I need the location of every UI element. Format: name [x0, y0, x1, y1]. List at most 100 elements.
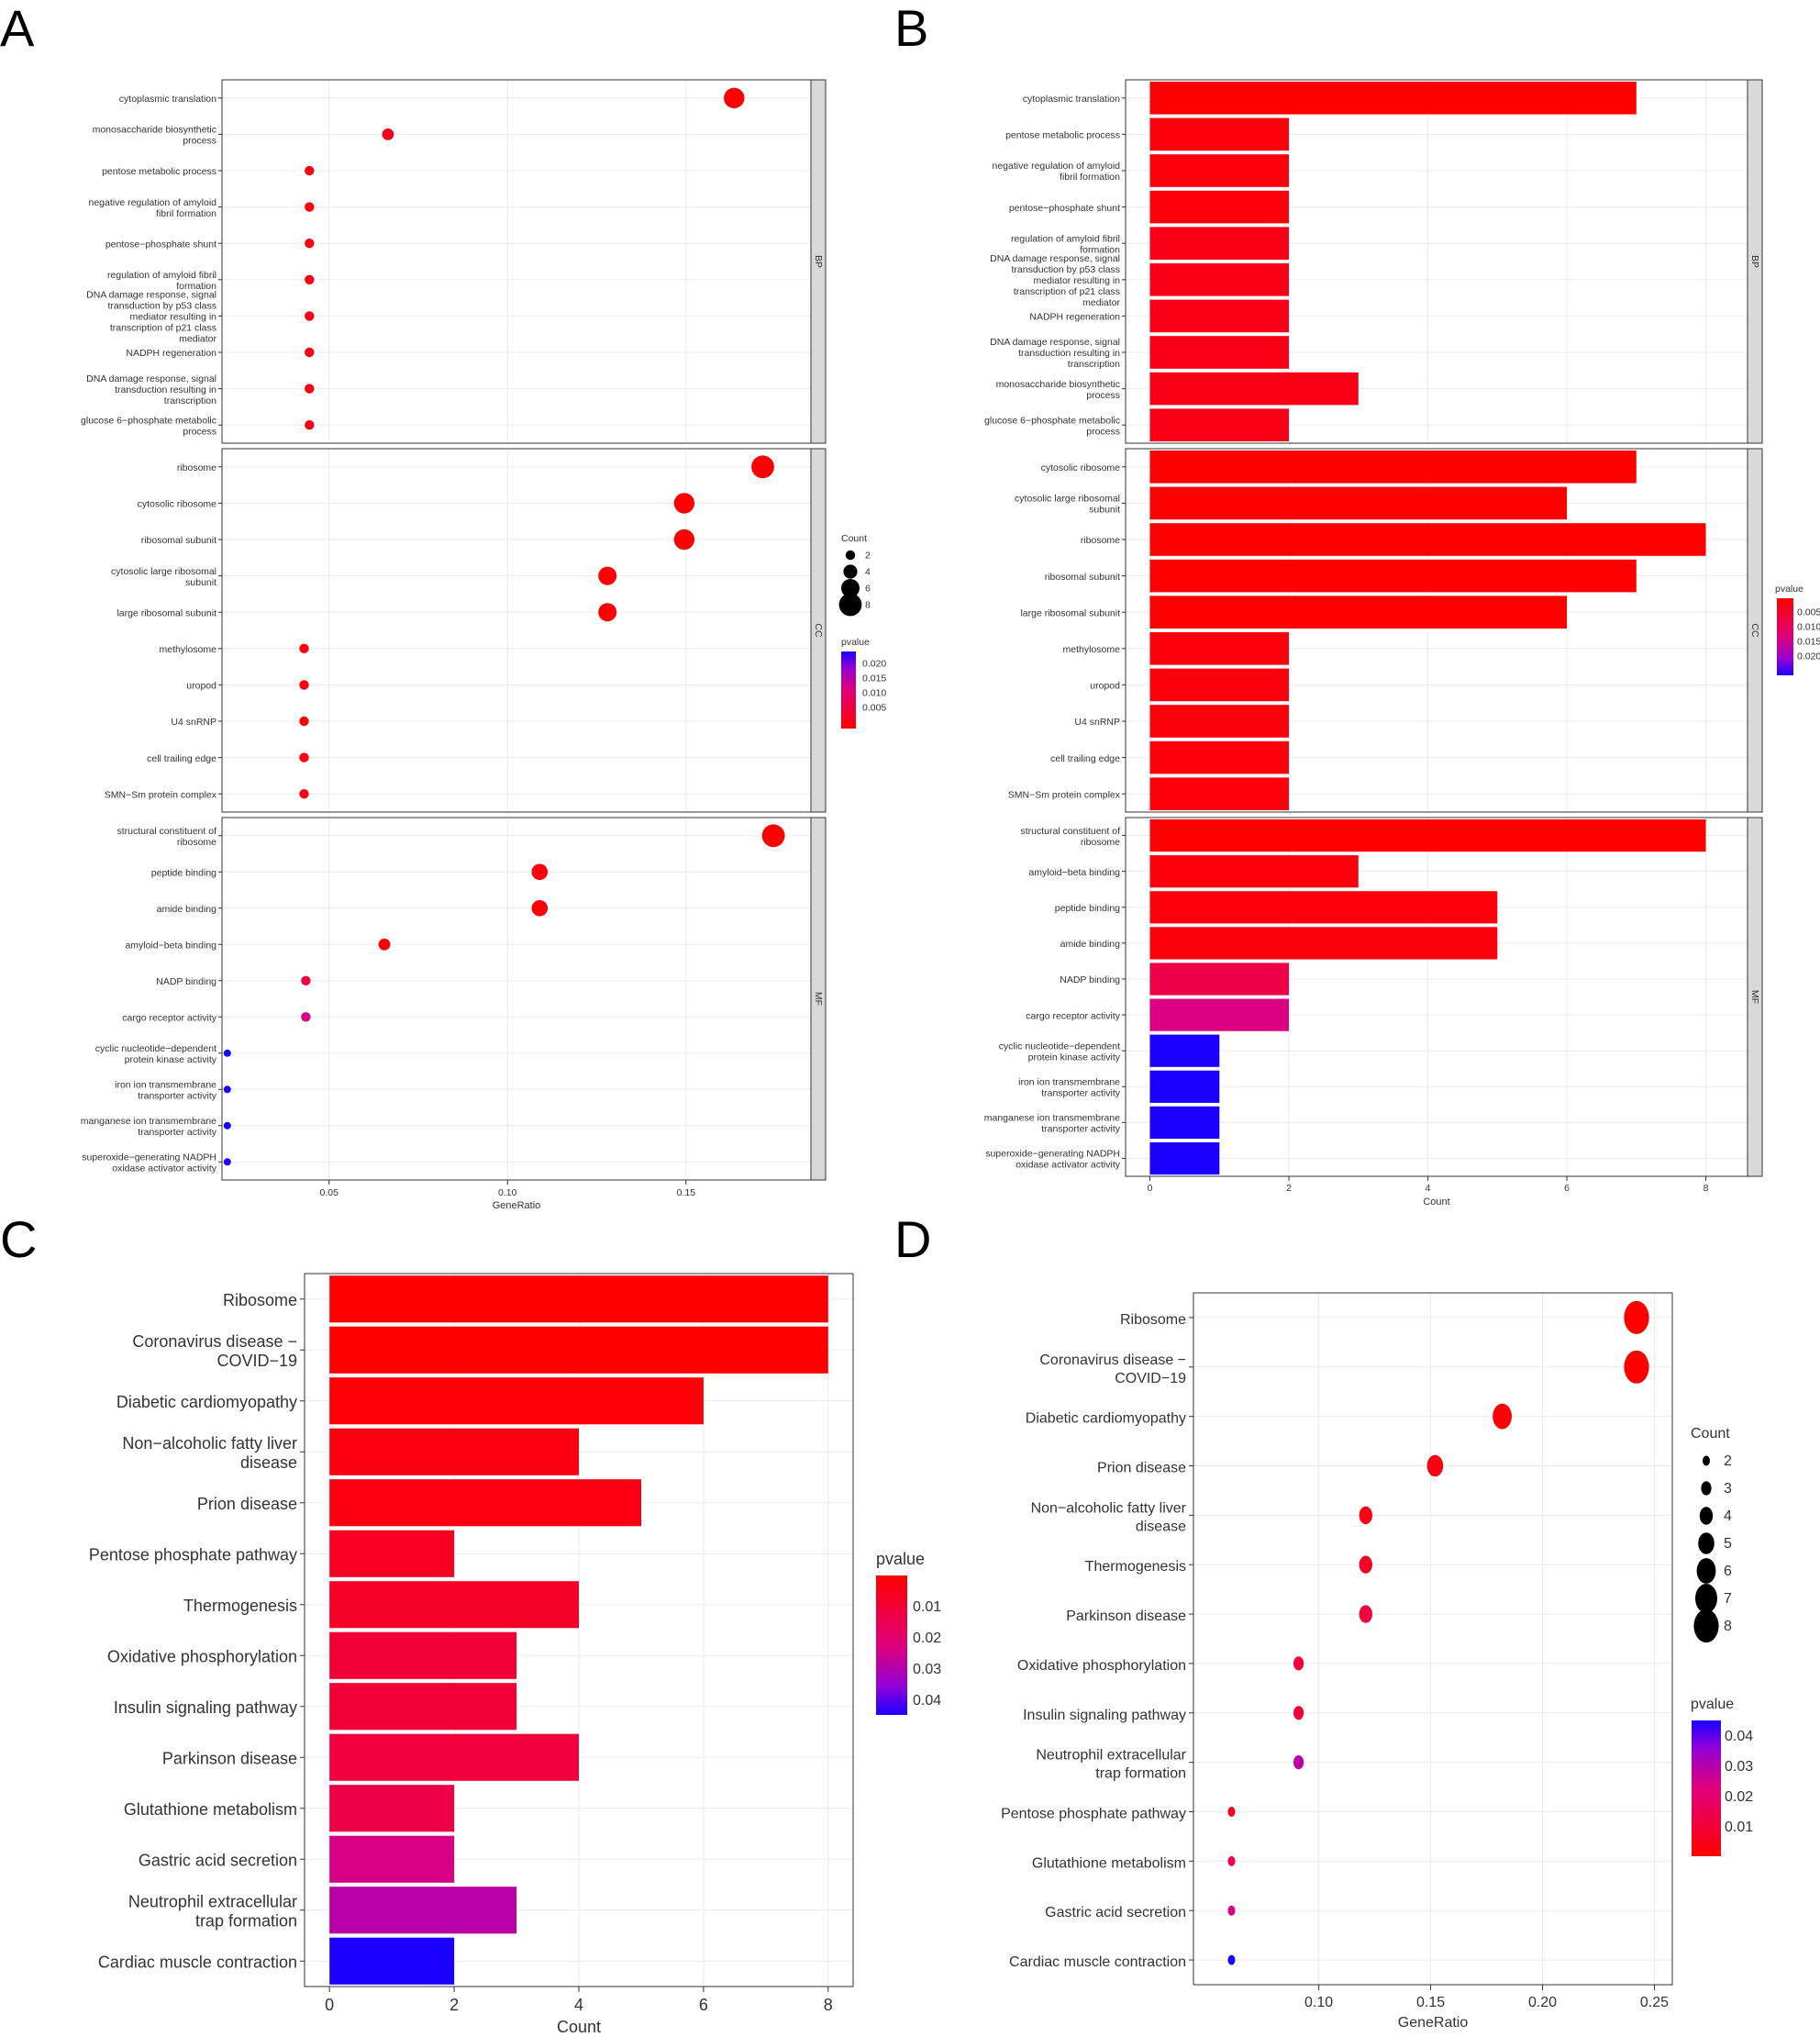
bar: [1149, 855, 1359, 888]
bar: [1149, 1034, 1220, 1067]
legend-title-pvalue: pvalue: [876, 1550, 925, 1568]
facet-strip-label-bp: BP: [1749, 255, 1760, 268]
data-point: [1493, 1403, 1512, 1430]
legend-size-key: [845, 550, 856, 561]
y-tick-label: Glutathione metabolism: [1032, 1855, 1186, 1871]
y-tick-label: ribosomal subunit: [141, 535, 216, 546]
panel-background: [1193, 1293, 1672, 1985]
y-tick-label: Cardiac muscle contraction: [1009, 1954, 1186, 1970]
bar: [1149, 486, 1567, 520]
bar: [1149, 891, 1498, 924]
bar: [1149, 263, 1289, 296]
data-point: [598, 603, 617, 622]
y-tick-label: Non−alcoholic fatty liver disease: [1031, 1500, 1187, 1534]
y-tick-label: SMN−Sm protein complex: [105, 789, 217, 800]
bar: [1149, 82, 1637, 115]
y-tick-label: Pentose phosphate pathway: [89, 1546, 297, 1564]
legend-colorbar: [876, 1575, 907, 1715]
y-tick-label: amide binding: [157, 904, 217, 915]
panel-border: [221, 79, 812, 444]
panel-border: [221, 448, 812, 813]
data-point: [531, 863, 549, 881]
y-tick-label: cytosolic large ribosomal subunit: [111, 566, 216, 588]
y-tick-label: pentose metabolic process: [102, 166, 216, 177]
x-tick-label: 0.20: [1528, 1995, 1557, 2010]
y-tick-label: structural constituent of ribosome: [1020, 826, 1120, 848]
data-point: [761, 824, 785, 848]
y-tick-label: large ribosomal subunit: [117, 607, 216, 618]
legend-color-label: 0.015: [1797, 637, 1820, 648]
legend-color-label: 0.010: [1797, 622, 1820, 633]
legend-color-label: 0.005: [862, 703, 886, 714]
y-tick-label: Thermogenesis: [183, 1597, 297, 1615]
x-axis-title: GeneRatio: [493, 1200, 541, 1211]
panel-letter-c: C: [0, 1210, 37, 1268]
y-tick-label: SMN−Sm protein complex: [1008, 789, 1121, 800]
y-tick-label: ribosome: [177, 462, 216, 473]
y-tick-label: NADP binding: [1060, 974, 1120, 985]
data-point: [1624, 1300, 1649, 1334]
bar: [329, 1887, 517, 1934]
y-tick-label: peptide binding: [151, 868, 216, 879]
y-tick-label: cytoplasmic translation: [1023, 94, 1120, 105]
y-tick-label: methylosome: [1063, 644, 1121, 655]
data-point: [305, 347, 315, 358]
x-tick-label: 0.05: [320, 1187, 339, 1198]
bar: [1149, 963, 1289, 996]
legend-size-label: 2: [1724, 1453, 1732, 1469]
y-tick-label: structural constituent of ribosome: [117, 826, 216, 848]
data-point: [223, 1049, 231, 1057]
panel-a-dotplot: BP cytoplasmic translation monosaccharide …: [81, 79, 886, 1211]
data-point: [673, 529, 695, 551]
data-point: [1359, 1605, 1373, 1623]
bar: [1149, 998, 1289, 1031]
data-point: [724, 87, 745, 109]
bar: [1149, 668, 1289, 702]
x-tick-label: 8: [824, 1996, 833, 2014]
y-tick-label: cargo receptor activity: [1026, 1010, 1120, 1021]
y-tick-label: Thermogenesis: [1085, 1559, 1186, 1575]
legend-colorbar: [1692, 1720, 1721, 1856]
y-tick-label: cytosolic large ribosomal subunit: [1015, 494, 1120, 516]
panel-letter-d: D: [894, 1210, 931, 1268]
legend-size-label: 4: [1724, 1508, 1732, 1524]
legend-color-label: 0.03: [1725, 1759, 1753, 1775]
y-tick-label: cytosolic ribosome: [138, 499, 217, 510]
data-point: [301, 1012, 311, 1022]
legend-size-label: 5: [1724, 1536, 1732, 1552]
bar: [1149, 559, 1637, 593]
y-tick-label: Pentose phosphate pathway: [1001, 1807, 1186, 1822]
bar: [1149, 777, 1289, 810]
legend-title-count: Count: [841, 533, 867, 544]
legend-size-key: [1696, 1558, 1716, 1584]
y-tick-label: peptide binding: [1055, 903, 1120, 914]
y-tick-label: Coronavirus disease − COVID−19: [1039, 1352, 1186, 1386]
bar: [329, 1581, 579, 1629]
panel-border: [1193, 1292, 1673, 1986]
data-point: [305, 311, 315, 321]
y-tick-label: negative regulation of amyloid fibril for…: [88, 197, 216, 219]
bar: [329, 1683, 517, 1731]
y-tick-label: Prion disease: [197, 1495, 297, 1513]
data-point: [299, 680, 309, 690]
y-tick-label: Coronavirus disease − COVID−19: [132, 1332, 297, 1370]
y-tick-label: Cardiac muscle contraction: [98, 1954, 297, 1972]
panel-d-dotplot: Ribosome Coronavirus disease − COVID−19 Dia…: [1001, 1292, 1753, 2031]
x-tick-label: 2: [1286, 1183, 1292, 1194]
y-tick-label: U4 snRNP: [1074, 717, 1120, 728]
y-tick-label: ribosomal subunit: [1045, 572, 1120, 583]
data-point: [299, 716, 309, 727]
bar: [329, 1428, 579, 1475]
bar: [1149, 299, 1289, 333]
y-tick-label: monosaccharide biosynthetic process: [93, 125, 216, 147]
data-point: [223, 1085, 231, 1094]
x-tick-label: 6: [1564, 1183, 1570, 1194]
legend-color-label: 0.01: [913, 1599, 941, 1615]
legend-color-label: 0.02: [1725, 1789, 1753, 1805]
y-tick-label: NADP binding: [156, 976, 216, 987]
legend-color-label: 0.03: [913, 1662, 941, 1677]
y-tick-label: DNA damage response, signal transduction …: [990, 337, 1120, 370]
legend-size-label: 3: [1724, 1481, 1732, 1497]
y-tick-label: amyloid−beta binding: [1028, 867, 1120, 878]
bar: [329, 1785, 455, 1832]
